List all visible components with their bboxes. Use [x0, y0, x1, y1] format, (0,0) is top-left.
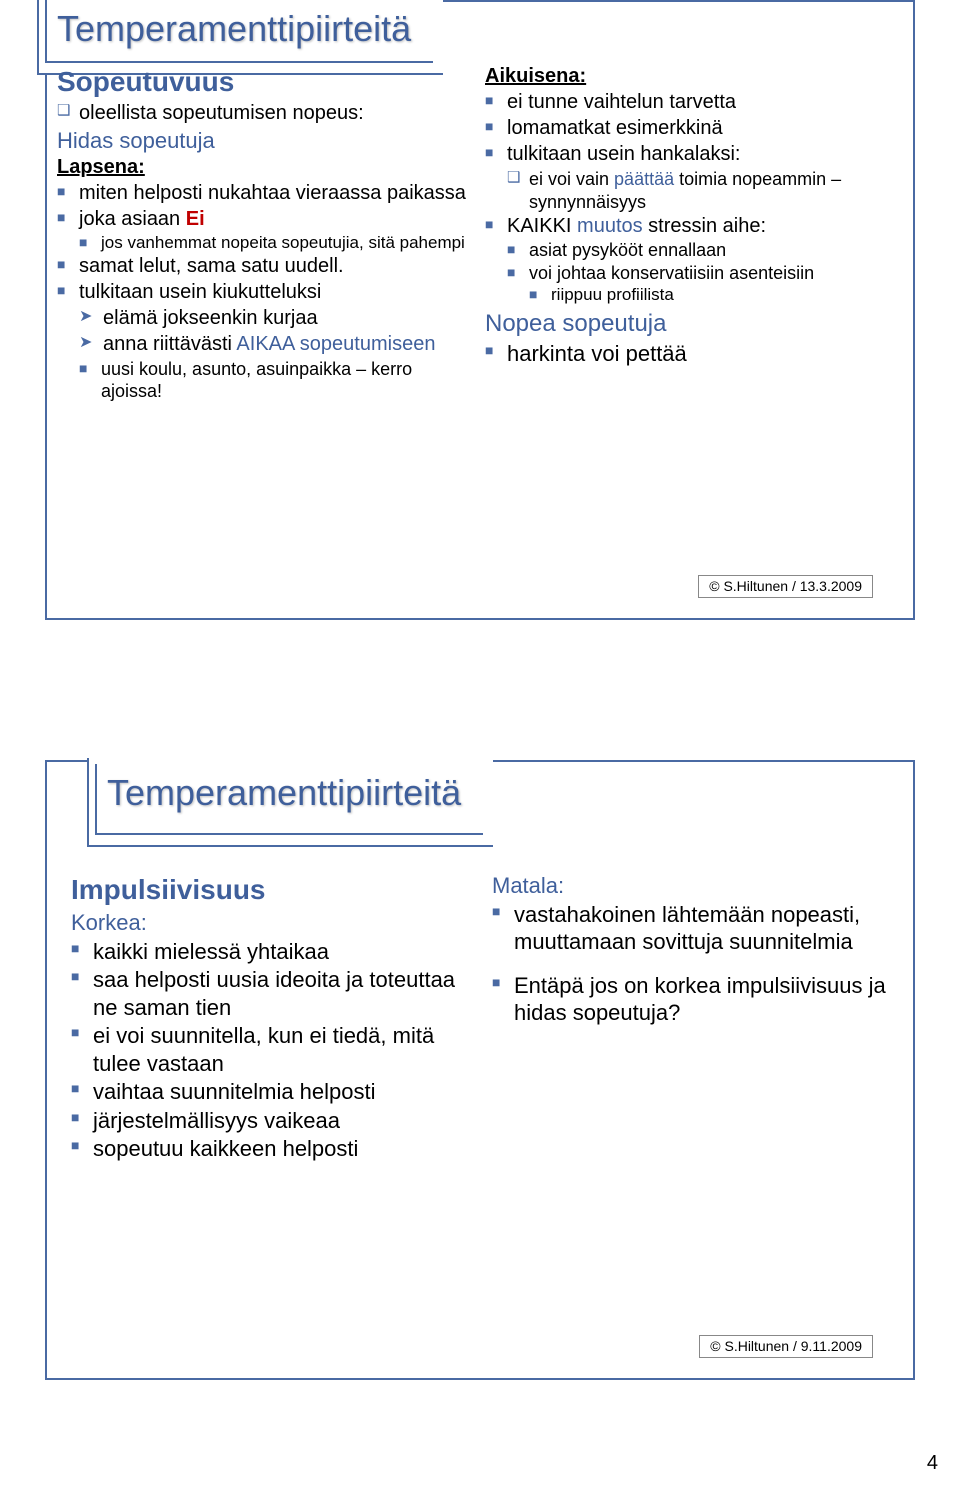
text: tulkitaan usein kiukutteluksi [79, 281, 321, 303]
list-item: Entäpä jos on korkea impulsiivisuus ja h… [492, 972, 903, 1027]
slide-title: Temperamenttipiirteitä [57, 6, 411, 51]
title-tab-inner: Temperamenttipiirteitä [45, 0, 433, 63]
right-column: Matala: vastahakoinen lähtemään nopeasti… [492, 872, 903, 1368]
list-sub: jos vanhemmat nopeita sopeutujia, sitä p… [79, 232, 475, 253]
emph-ei: Ei [186, 208, 205, 230]
list-item: saa helposti uusia ideoita ja toteuttaa … [71, 966, 482, 1021]
title-tab-outer: Temperamenttipiirteitä [87, 758, 493, 847]
list-sub: asiat pysykööt ennallaan [507, 239, 903, 262]
adult-heading: Aikuisena: [485, 64, 903, 89]
text: joka asiaan [79, 208, 186, 230]
list-sub2: riippuu profiilista [529, 284, 903, 305]
sub-heading: Matala: [492, 872, 903, 900]
list-item: järjestelmällisyys vaikeaa [71, 1107, 482, 1135]
credit-box: © S.Hiltunen / 9.11.2009 [699, 1335, 873, 1359]
list-item: vaihtaa suunnitelmia helposti [71, 1078, 482, 1106]
page-number: 4 [927, 1451, 938, 1476]
list-item: joka asiaan Ei jos vanhemmat nopeita sop… [57, 207, 475, 253]
columns: Impulsiivisuus Korkea: kaikki mielessä y… [71, 872, 903, 1368]
sub-heading: Hidas sopeutuja [57, 127, 475, 155]
left-column: Impulsiivisuus Korkea: kaikki mielessä y… [71, 872, 482, 1368]
list-item: ei voi suunnitella, kun ei tiedä, mitä t… [71, 1022, 482, 1077]
left-column: Sopeutuvuus oleellista sopeutumisen nope… [57, 64, 475, 608]
sub-heading: Nopea sopeutuja [485, 309, 903, 339]
list-sub: ei voi vain päättää toimia nopeammin – s… [507, 168, 903, 213]
list-item: KAIKKI muutos stressin aihe: asiat pysyk… [485, 214, 903, 305]
list-sub: uusi koulu, asunto, asuinpaikka – kerro … [79, 358, 475, 403]
intro-line: oleellista sopeutumisen nopeus: [57, 101, 475, 126]
slide-title: Temperamenttipiirteitä [107, 770, 461, 815]
slide-2: Temperamenttipiirteitä Impulsiivisuus Ko… [45, 760, 915, 1380]
list-item: harkinta voi pettää [485, 340, 903, 368]
sub-heading: Korkea: [71, 909, 482, 937]
list-item: ei tunne vaihtelun tarvetta [485, 90, 903, 115]
section-heading: Sopeutuvuus [57, 64, 475, 99]
columns: Sopeutuvuus oleellista sopeutumisen nope… [57, 64, 903, 608]
list-item: vastahakoinen lähtemään nopeasti, muutta… [492, 901, 903, 956]
list-item: tulkitaan usein kiukutteluksi elämä joks… [57, 280, 475, 403]
list-item: lomamatkat esimerkkinä [485, 116, 903, 141]
list-item: sopeutuu kaikkeen helposti [71, 1135, 482, 1163]
list-item: miten helposti nukahtaa vieraassa paikas… [57, 181, 475, 206]
title-tab-inner: Temperamenttipiirteitä [95, 764, 483, 835]
slide-1: Temperamenttipiirteitä Sopeutuvuus oleel… [45, 0, 915, 620]
arrow-item: anna riittävästi AIKAA sopeutumiseen [79, 332, 475, 357]
child-heading: Lapsena: [57, 155, 475, 180]
list-item: samat lelut, sama satu uudell. [57, 254, 475, 279]
right-column: Aikuisena: ei tunne vaihtelun tarvetta l… [485, 64, 903, 608]
list-item: tulkitaan usein hankalaksi: ei voi vain … [485, 142, 903, 213]
list-sub: voi johtaa konservatiisiin asenteisiin r… [507, 262, 903, 306]
arrow-item: elämä jokseenkin kurjaa [79, 306, 475, 331]
credit-box: © S.Hiltunen / 13.3.2009 [698, 575, 873, 599]
section-heading: Impulsiivisuus [71, 872, 482, 907]
list-item: kaikki mielessä yhtaikaa [71, 938, 482, 966]
